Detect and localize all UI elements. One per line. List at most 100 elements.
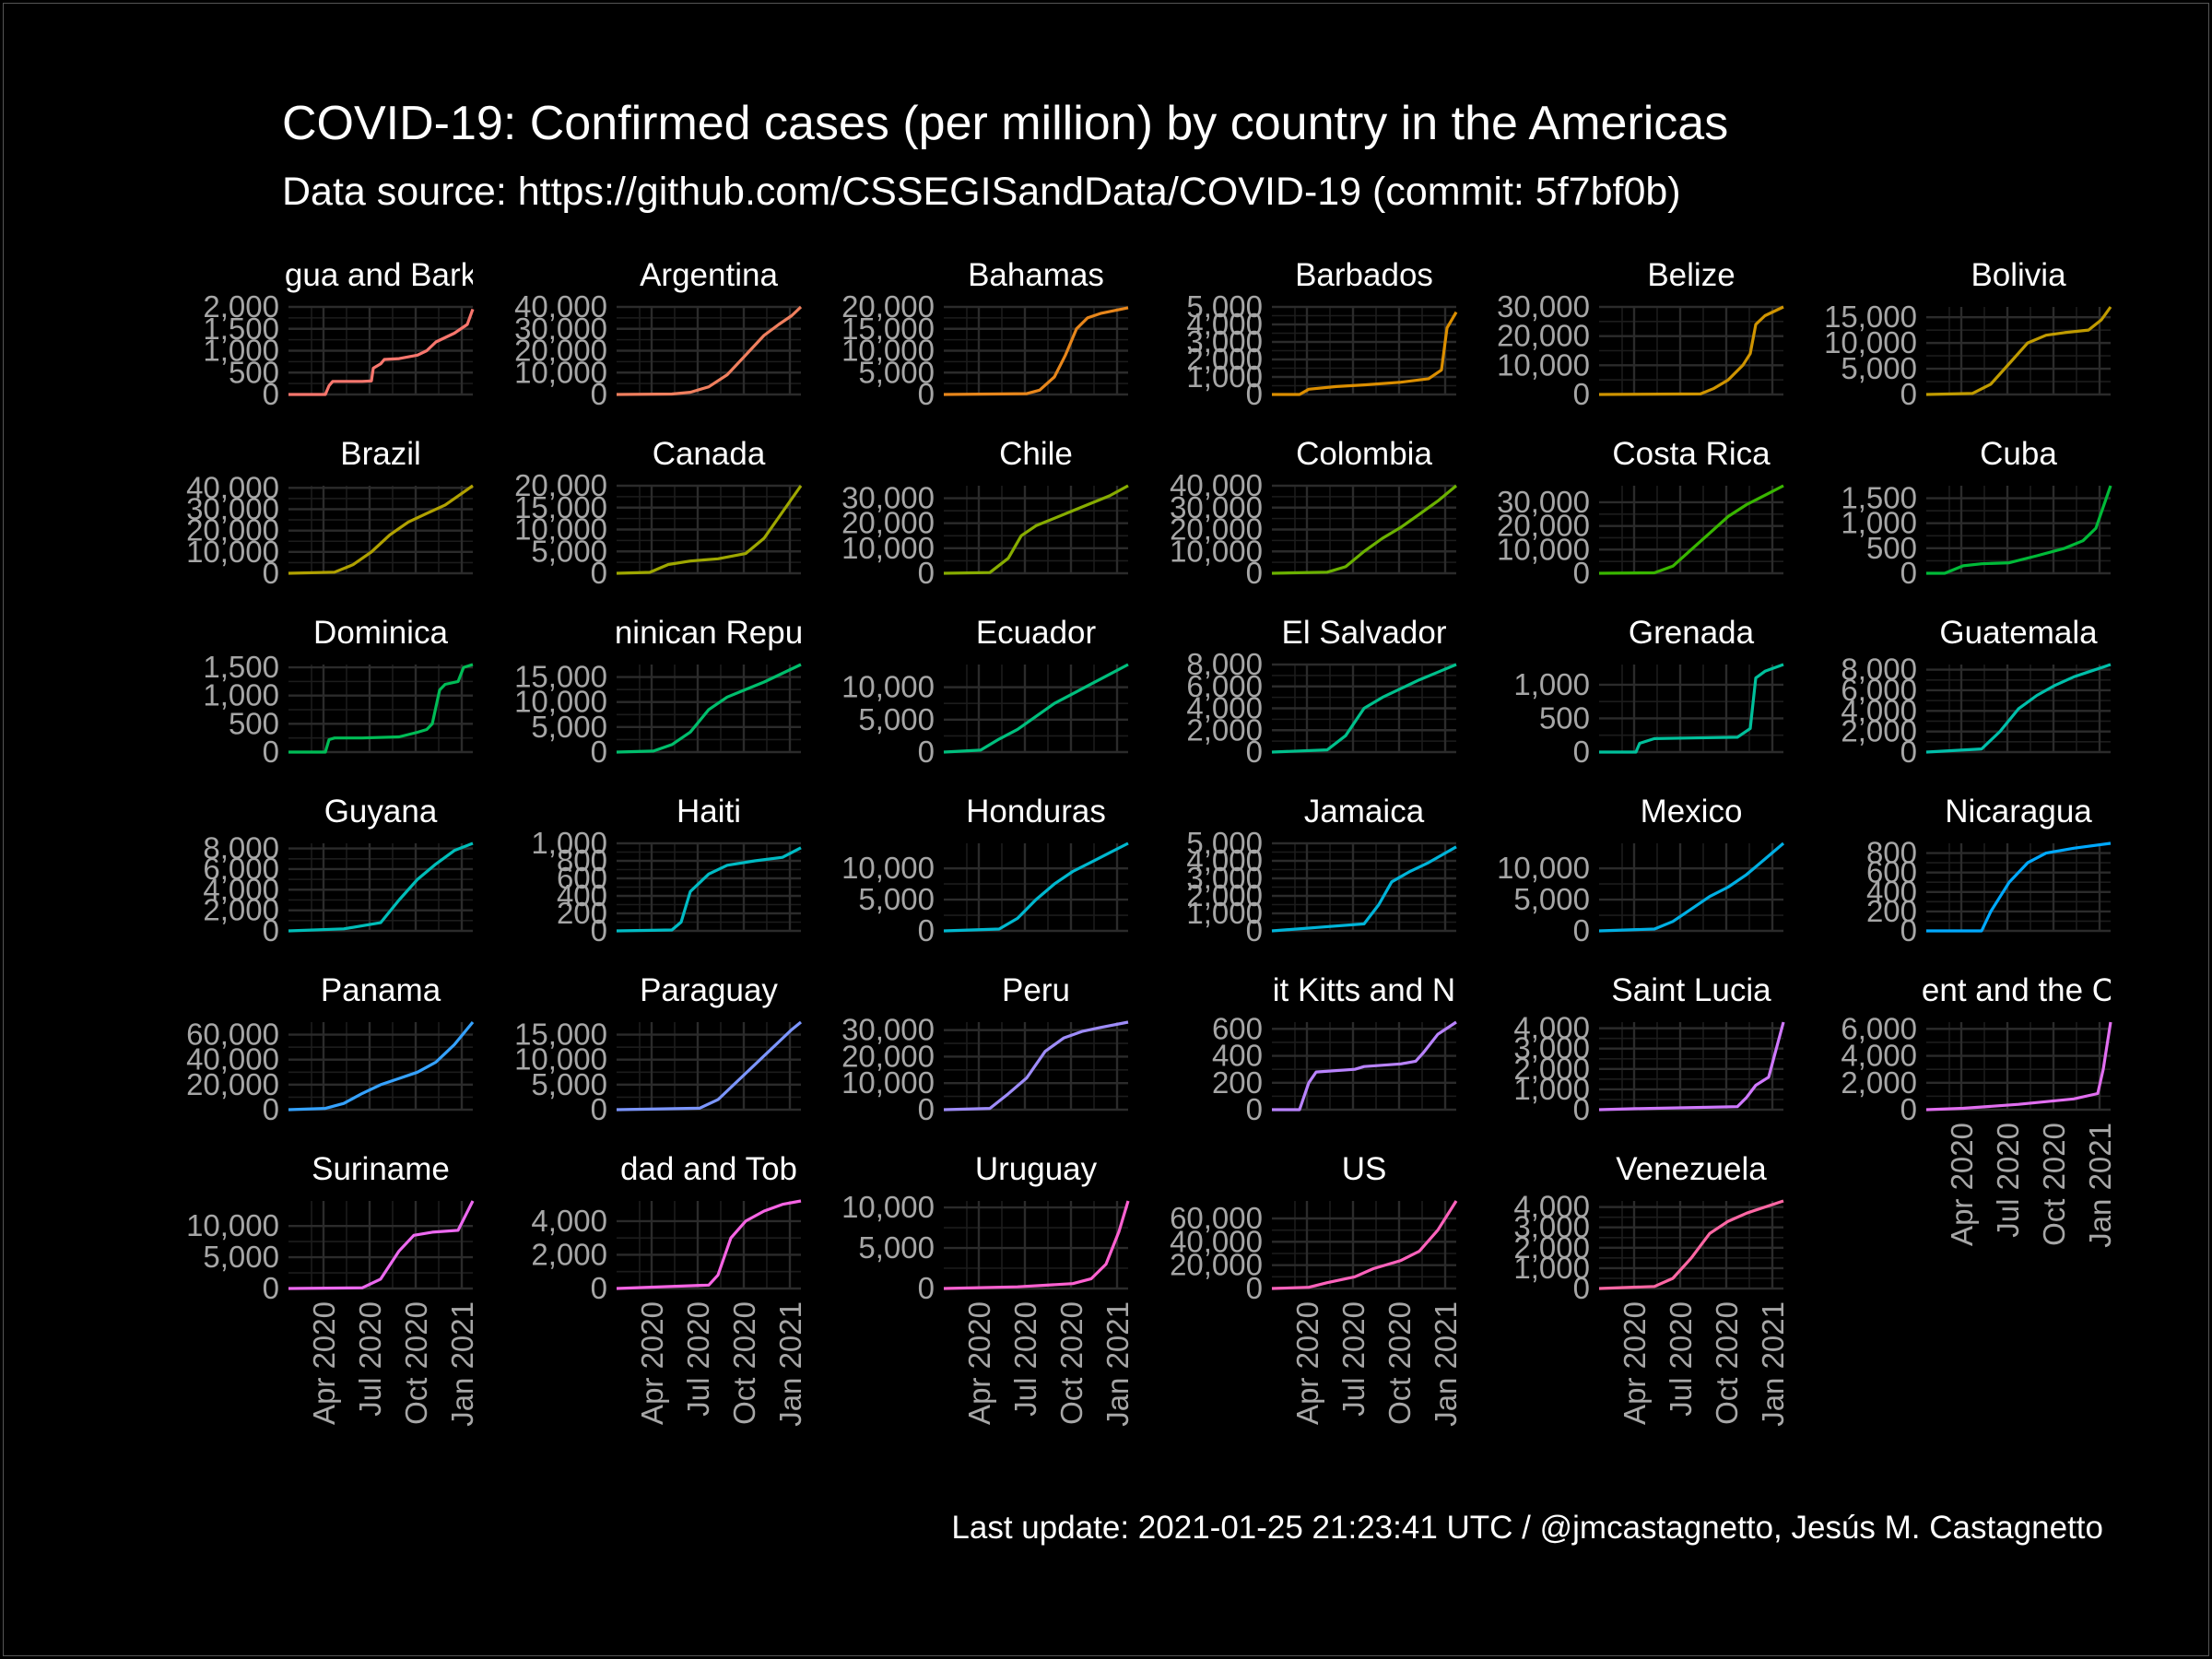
y-tick-label: 0 xyxy=(1246,556,1263,590)
y-tick-label: 5,000 xyxy=(1513,882,1590,916)
x-tick-label: Jul 2020 xyxy=(353,1301,387,1417)
series-line-grenada xyxy=(1599,663,1784,754)
y-tick-label: 30,000 xyxy=(841,481,935,515)
y-tick-label: 10,000 xyxy=(1824,325,1917,359)
facet-strip-label: dad and Tob xyxy=(620,1151,797,1187)
y-tick-label: 10,000 xyxy=(841,334,935,368)
y-tick-label: 1,000 xyxy=(1186,896,1263,930)
series-line-uruguay xyxy=(943,1200,1130,1290)
y-tick-label: 4,000 xyxy=(1513,1011,1590,1045)
y-tick-label: 15,000 xyxy=(514,660,607,694)
y-tick-label: 15,000 xyxy=(1824,300,1917,334)
y-tick-label: 20,000 xyxy=(186,1067,279,1101)
facet-strip-label: gua and Bark xyxy=(285,257,477,293)
y-tick-label: 200 xyxy=(1212,1065,1263,1100)
y-tick-label: 10,000 xyxy=(1497,347,1590,382)
y-tick-label: 0 xyxy=(1573,735,1590,769)
y-tick-label: 0 xyxy=(918,1271,935,1305)
y-tick-label: 3,000 xyxy=(1513,1031,1590,1065)
x-tick-label: Jan 2021 xyxy=(1429,1301,1463,1427)
x-tick-label: Apr 2020 xyxy=(1290,1301,1324,1425)
y-tick-label: 20,000 xyxy=(1170,512,1263,547)
series-line-trinidad-and-tobago xyxy=(616,1199,802,1290)
y-tick-label: 10,000 xyxy=(1170,534,1263,568)
y-tick-label: 800 xyxy=(557,843,607,877)
facet-strip-label: Honduras xyxy=(966,794,1106,830)
series-line-cuba xyxy=(1926,485,2112,575)
y-tick-label: 30,000 xyxy=(1497,485,1590,519)
y-tick-label: 0 xyxy=(1573,556,1590,590)
facet-strip-label: Nicaragua xyxy=(1945,794,2092,830)
facet-strip-label: Jamaica xyxy=(1304,794,1425,830)
series-line-mexico xyxy=(1598,841,1785,933)
y-tick-label: 500 xyxy=(229,706,279,740)
y-tick-label: 10,000 xyxy=(514,685,607,719)
y-tick-label: 5,000 xyxy=(203,1240,279,1274)
series-line-jamaica xyxy=(1271,845,1457,933)
facet-strip-label: Grenada xyxy=(1629,615,1755,651)
y-tick-label: 2,000 xyxy=(203,289,279,324)
y-tick-label: 4,000 xyxy=(531,1204,607,1238)
y-tick-label: 4,000 xyxy=(203,872,279,906)
y-tick-label: 20,000 xyxy=(186,513,279,547)
y-tick-label: 400 xyxy=(557,878,607,912)
series-line-barbados xyxy=(1272,311,1458,396)
y-tick-label: 4,000 xyxy=(1513,1190,1590,1224)
y-tick-label: 10,000 xyxy=(514,512,607,547)
y-tick-label: 10,000 xyxy=(186,535,279,569)
y-tick-label: 10,000 xyxy=(1497,532,1590,566)
facet-strip-label: Saint Lucia xyxy=(1611,972,1771,1008)
y-tick-label: 0 xyxy=(1900,377,1917,411)
facet-strip-label: Barbados xyxy=(1295,257,1433,293)
y-tick-label: 0 xyxy=(918,556,935,590)
series-line-argentina xyxy=(616,305,803,396)
series-line-guatemala xyxy=(1925,663,2112,754)
y-tick-label: 0 xyxy=(918,1092,935,1126)
y-tick-label: 40,000 xyxy=(514,289,607,324)
series-line-haiti xyxy=(616,846,802,933)
x-tick-label: Jan 2021 xyxy=(773,1301,807,1427)
y-tick-label: 1,000 xyxy=(1841,506,1917,540)
y-tick-label: 0 xyxy=(591,556,607,590)
y-tick-label: 0 xyxy=(918,377,935,411)
facet-strip-label: ent and the C xyxy=(1922,972,2115,1008)
y-tick-label: 0 xyxy=(1900,913,1917,947)
series-line-guyana xyxy=(288,841,474,933)
y-tick-label: 10,000 xyxy=(841,1190,935,1224)
x-tick-label: Oct 2020 xyxy=(1382,1301,1417,1425)
facet-strip-label: Bahamas xyxy=(968,257,1104,293)
series-line-belize xyxy=(1598,305,1784,396)
chart-caption: Last update: 2021-01-25 21:23:41 UTC / @… xyxy=(951,1510,2103,1546)
y-tick-label: 5,000 xyxy=(1186,289,1263,324)
y-tick-label: 10,000 xyxy=(841,1065,935,1100)
series-line-dominica xyxy=(288,663,474,754)
x-tick-label: Apr 2020 xyxy=(635,1301,669,1425)
y-tick-label: 0 xyxy=(1246,1092,1263,1126)
y-tick-label: 500 xyxy=(1539,700,1590,735)
x-tick-label: Oct 2020 xyxy=(399,1301,433,1425)
y-tick-label: 3,000 xyxy=(1186,861,1263,895)
x-tick-label: Oct 2020 xyxy=(1710,1301,1744,1425)
x-tick-label: Apr 2020 xyxy=(1945,1123,1979,1246)
y-tick-label: 1,000 xyxy=(1513,1251,1590,1285)
y-tick-label: 10,000 xyxy=(841,670,935,704)
x-tick-label: Apr 2020 xyxy=(962,1301,996,1425)
y-tick-label: 0 xyxy=(1900,735,1917,769)
series-line-us xyxy=(1271,1200,1458,1290)
x-tick-label: Jan 2021 xyxy=(1756,1301,1790,1427)
facet-strip-label: El Salvador xyxy=(1282,615,1447,651)
y-tick-label: 0 xyxy=(591,913,607,947)
x-tick-label: Jul 2020 xyxy=(1991,1123,2025,1238)
y-tick-label: 10,000 xyxy=(186,1208,279,1242)
y-tick-label: 0 xyxy=(591,1271,607,1305)
